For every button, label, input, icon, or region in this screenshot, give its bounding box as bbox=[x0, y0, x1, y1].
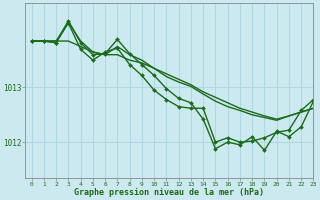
X-axis label: Graphe pression niveau de la mer (hPa): Graphe pression niveau de la mer (hPa) bbox=[75, 188, 264, 197]
